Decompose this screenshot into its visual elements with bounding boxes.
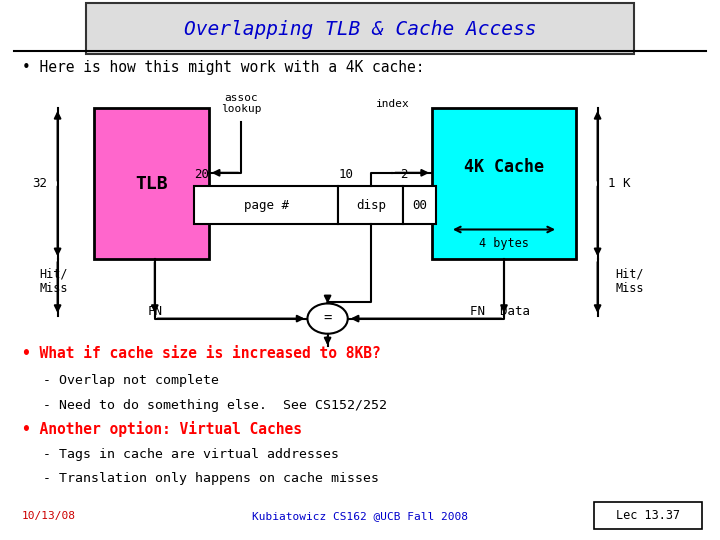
Text: Lec 13.37: Lec 13.37 [616,509,680,522]
Text: FN: FN [148,305,162,318]
Text: - Translation only happens on cache misses: - Translation only happens on cache miss… [43,472,379,485]
FancyBboxPatch shape [403,186,436,224]
FancyBboxPatch shape [194,186,338,224]
Text: 32: 32 [32,177,47,190]
Text: • What if cache size is increased to 8KB?: • What if cache size is increased to 8KB… [22,346,380,361]
Text: FN  Data: FN Data [470,305,531,318]
Text: 10: 10 [338,168,354,181]
FancyBboxPatch shape [338,186,403,224]
Text: 10/13/08: 10/13/08 [22,511,76,521]
Text: assoc
lookup: assoc lookup [221,93,261,114]
Text: Hit/
Miss: Hit/ Miss [616,267,644,295]
FancyBboxPatch shape [432,108,576,259]
FancyBboxPatch shape [594,502,702,529]
Text: Hit/
Miss: Hit/ Miss [40,267,68,295]
Text: • Another option: Virtual Caches: • Another option: Virtual Caches [22,421,302,437]
Text: 20: 20 [194,168,210,181]
Text: • Here is how this might work with a 4K cache:: • Here is how this might work with a 4K … [22,60,424,75]
Text: 4K Cache: 4K Cache [464,158,544,177]
Text: index: index [376,99,409,109]
Text: 00: 00 [412,199,427,212]
Text: 2: 2 [400,168,408,181]
Text: page #: page # [244,199,289,212]
Text: - Need to do something else.  See CS152/252: - Need to do something else. See CS152/2… [43,399,387,411]
Text: TLB: TLB [135,174,168,193]
FancyBboxPatch shape [86,3,634,54]
Text: disp: disp [356,199,386,212]
Text: Kubiatowicz CS162 @UCB Fall 2008: Kubiatowicz CS162 @UCB Fall 2008 [252,511,468,521]
Text: 1 K: 1 K [608,177,631,190]
FancyBboxPatch shape [94,108,209,259]
Text: 4 bytes: 4 bytes [479,237,529,250]
Text: =: = [323,312,332,326]
Text: - Tags in cache are virtual addresses: - Tags in cache are virtual addresses [43,448,339,461]
Text: - Overlap not complete: - Overlap not complete [43,374,219,387]
Text: Overlapping TLB & Cache Access: Overlapping TLB & Cache Access [184,20,536,39]
